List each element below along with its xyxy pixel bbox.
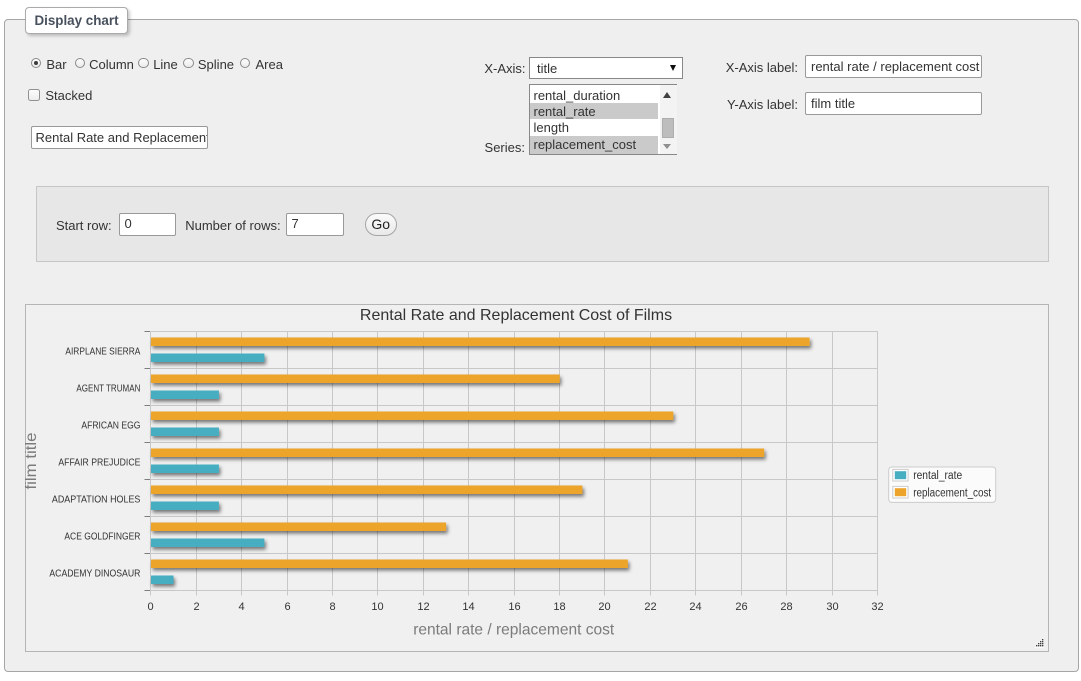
- svg-text:32: 32: [871, 601, 883, 613]
- svg-text:Rental Rate and Replacement Co: Rental Rate and Replacement Cost of Film…: [360, 307, 672, 324]
- svg-text:28: 28: [780, 601, 792, 613]
- svg-text:10: 10: [371, 601, 383, 613]
- svg-text:film title: film title: [25, 432, 40, 489]
- svg-text:8: 8: [329, 601, 335, 613]
- svg-text:AIRPLANE SIERRA: AIRPLANE SIERRA: [65, 346, 140, 357]
- svg-text:30: 30: [826, 601, 838, 613]
- svg-text:16: 16: [508, 601, 520, 613]
- svg-text:rental rate / replacement cost: rental rate / replacement cost: [413, 622, 615, 639]
- svg-text:ACE GOLDFINGER: ACE GOLDFINGER: [64, 531, 140, 542]
- svg-text:AFFAIR PREJUDICE: AFFAIR PREJUDICE: [58, 457, 140, 468]
- svg-text:2: 2: [193, 601, 199, 613]
- svg-text:ADAPTATION HOLES: ADAPTATION HOLES: [52, 494, 141, 505]
- svg-text:0: 0: [147, 601, 153, 613]
- svg-text:6: 6: [284, 601, 290, 613]
- svg-text:26: 26: [735, 601, 747, 613]
- svg-text:4: 4: [238, 601, 244, 613]
- svg-text:AGENT TRUMAN: AGENT TRUMAN: [76, 383, 140, 394]
- svg-text:24: 24: [689, 601, 701, 613]
- svg-text:18: 18: [553, 601, 565, 613]
- svg-text:22: 22: [644, 601, 656, 613]
- svg-text:14: 14: [462, 601, 474, 613]
- svg-text:replacement_cost: replacement_cost: [913, 488, 992, 500]
- svg-text:20: 20: [598, 601, 610, 613]
- svg-text:ACADEMY DINOSAUR: ACADEMY DINOSAUR: [49, 568, 140, 579]
- svg-text:12: 12: [417, 601, 429, 613]
- svg-text:AFRICAN EGG: AFRICAN EGG: [81, 420, 140, 431]
- svg-text:rental_rate: rental_rate: [913, 470, 962, 482]
